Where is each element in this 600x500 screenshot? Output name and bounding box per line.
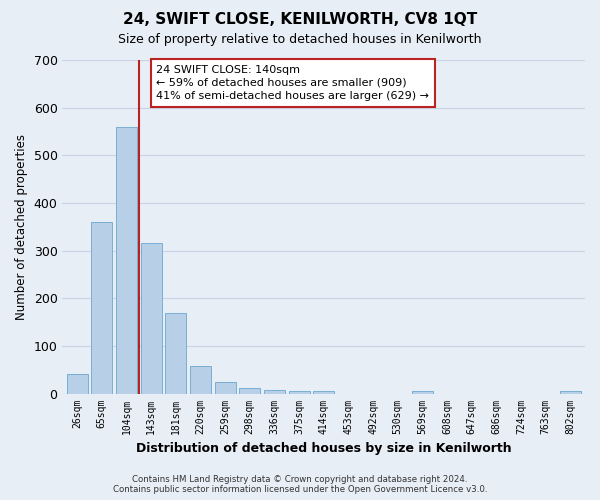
Bar (215, 382, 236, 394)
Bar (313, 391, 334, 394)
Bar (116, 126, 137, 394)
Bar (190, 366, 211, 394)
Bar (560, 391, 581, 394)
Bar (289, 391, 310, 394)
Bar (91, 222, 112, 394)
Text: 24 SWIFT CLOSE: 140sqm
← 59% of detached houses are smaller (909)
41% of semi-de: 24 SWIFT CLOSE: 140sqm ← 59% of detached… (156, 65, 429, 101)
Bar (412, 391, 433, 394)
Bar (239, 388, 260, 394)
Bar (140, 244, 161, 394)
Y-axis label: Number of detached properties: Number of detached properties (15, 134, 28, 320)
Bar (67, 374, 88, 394)
Text: 24, SWIFT CLOSE, KENILWORTH, CV8 1QT: 24, SWIFT CLOSE, KENILWORTH, CV8 1QT (123, 12, 477, 28)
Bar (264, 390, 285, 394)
Text: Contains HM Land Registry data © Crown copyright and database right 2024.
Contai: Contains HM Land Registry data © Crown c… (113, 474, 487, 494)
Bar (166, 312, 186, 394)
X-axis label: Distribution of detached houses by size in Kenilworth: Distribution of detached houses by size … (136, 442, 512, 455)
Text: Size of property relative to detached houses in Kenilworth: Size of property relative to detached ho… (118, 32, 482, 46)
